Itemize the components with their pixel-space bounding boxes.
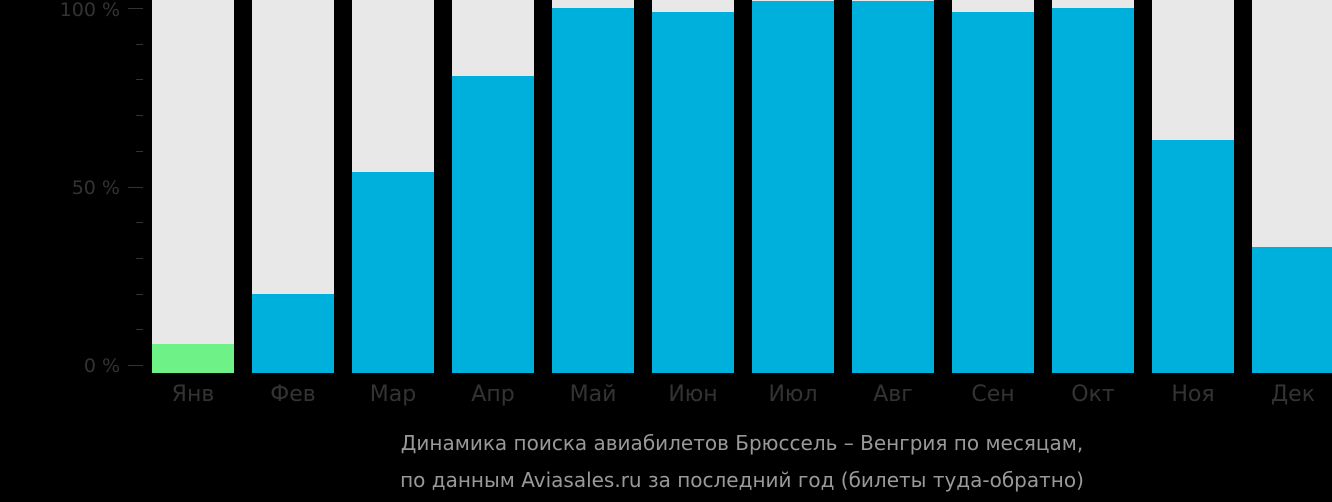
- bar-fill: [252, 294, 334, 373]
- bar-fill: [752, 1, 834, 373]
- bar-Июл: [752, 0, 834, 373]
- y-tick: [136, 258, 143, 259]
- x-tick-label: Окт: [1071, 382, 1115, 407]
- y-tick: [136, 329, 143, 330]
- bar-fill: [852, 1, 934, 373]
- bar-Авг: [852, 0, 934, 373]
- bar-Окт: [1052, 0, 1134, 373]
- x-tick-label: Май: [569, 382, 617, 407]
- x-tick-label: Янв: [171, 382, 215, 407]
- y-tick: [136, 44, 143, 45]
- x-tick-label: Сен: [971, 382, 1015, 407]
- x-tick-label: Июл: [768, 382, 818, 407]
- x-tick-label: Фев: [270, 382, 316, 407]
- y-tick-label-0: 0 %: [83, 355, 120, 377]
- y-tick: [128, 8, 143, 9]
- bar-fill: [1152, 140, 1234, 373]
- y-tick-label-50: 50 %: [71, 177, 120, 199]
- bar-fill: [452, 76, 534, 373]
- bar-Апр: [452, 0, 534, 373]
- bar-fill: [952, 12, 1034, 373]
- y-tick-label-100: 100 %: [59, 0, 120, 21]
- y-tick: [136, 115, 143, 116]
- x-tick-label: Июн: [668, 382, 718, 407]
- x-tick-label: Дек: [1270, 382, 1315, 407]
- bar-fill: [652, 12, 734, 373]
- y-tick: [128, 365, 143, 366]
- y-tick: [136, 151, 143, 152]
- bar-fill: [1052, 8, 1134, 373]
- bar-fill: [152, 344, 234, 373]
- x-tick-label: Мар: [369, 382, 417, 407]
- bar-Сен: [952, 0, 1034, 373]
- bar-Июн: [652, 0, 734, 373]
- bar-fill: [552, 8, 634, 373]
- bar-Фев: [252, 0, 334, 373]
- bar-Дек: [1252, 0, 1332, 373]
- bar-Янв: [152, 0, 234, 373]
- x-tick-label: Ноя: [1171, 382, 1215, 407]
- y-tick: [136, 222, 143, 223]
- bar-fill: [352, 172, 434, 373]
- bar-Ноя: [1152, 0, 1234, 373]
- y-tick: [136, 79, 143, 80]
- x-tick-label: Апр: [471, 382, 515, 407]
- chart-subtitle: по данным Aviasales.ru за последний год …: [400, 468, 1084, 492]
- bar-Мар: [352, 0, 434, 373]
- x-tick-label: Авг: [873, 382, 913, 407]
- bar-fill: [1252, 247, 1332, 373]
- y-tick: [128, 187, 143, 188]
- bar-Май: [552, 0, 634, 373]
- y-tick: [136, 294, 143, 295]
- chart-title: Динамика поиска авиабилетов Брюссель – В…: [400, 431, 1084, 455]
